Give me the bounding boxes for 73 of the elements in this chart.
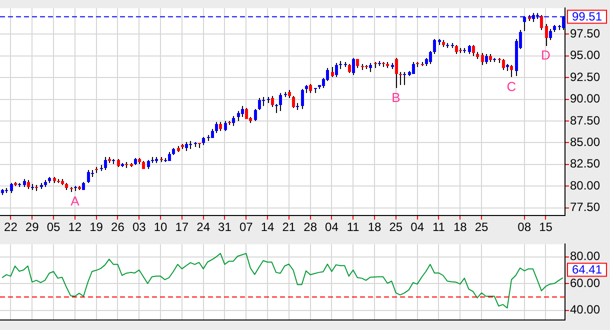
candlestick xyxy=(549,28,552,40)
candlestick xyxy=(241,106,244,118)
x-tick-label: 18 xyxy=(453,220,468,234)
candlestick xyxy=(258,98,261,110)
candlestick xyxy=(485,54,488,64)
candlestick xyxy=(335,62,338,78)
ref-line-label: 99.51 xyxy=(572,10,602,24)
x-tick-label: 29 xyxy=(25,220,40,234)
annotation: C xyxy=(506,78,516,94)
x-tick-label: 22 xyxy=(4,220,18,234)
candlestick xyxy=(403,72,406,86)
candlestick xyxy=(399,72,402,86)
x-tick-label: 31 xyxy=(218,220,232,234)
x-tick-label: 24 xyxy=(196,220,210,234)
y-tick-label: 80.00 xyxy=(570,249,600,264)
annotation: A xyxy=(70,193,80,208)
x-tick-label: 15 xyxy=(539,220,553,234)
y-tick-label: 60.00 xyxy=(570,276,600,290)
annotation: D xyxy=(541,48,550,63)
candlestick xyxy=(301,88,304,110)
candlestick xyxy=(502,58,505,70)
x-tick-label: 25 xyxy=(474,220,489,234)
candlestick xyxy=(433,38,436,54)
candlestick xyxy=(254,108,257,122)
y-tick-label: 80.00 xyxy=(570,178,600,192)
x-tick-label: 25 xyxy=(389,220,403,234)
candlestick xyxy=(331,66,334,78)
x-tick-label: 04 xyxy=(325,220,339,234)
candlestick xyxy=(292,96,295,108)
y-tick-label: 77.50 xyxy=(570,200,600,214)
candlestick xyxy=(104,156,107,170)
candlestick xyxy=(352,58,355,76)
candlestick xyxy=(237,110,240,122)
x-tick-label: 07 xyxy=(239,220,254,234)
y-tick-label: 97.50 xyxy=(570,26,600,41)
y-tick-label: 92.50 xyxy=(570,70,600,84)
annotation: B xyxy=(392,90,400,106)
x-tick-label: 21 xyxy=(282,220,296,234)
candlestick xyxy=(279,92,282,112)
x-tick-label: 11 xyxy=(346,220,360,234)
x-tick-label: 12 xyxy=(68,220,82,234)
x-tick-label: 17 xyxy=(175,220,189,234)
x-tick-label: 19 xyxy=(90,220,104,234)
candlestick xyxy=(224,120,227,132)
candlestick xyxy=(429,50,432,64)
candlestick xyxy=(395,58,398,88)
y-tick-label: 40.00 xyxy=(570,302,600,317)
x-tick-label: 04 xyxy=(410,220,424,234)
y-tick-label: 82.50 xyxy=(570,156,600,171)
candlestick xyxy=(10,182,13,194)
candlestick xyxy=(545,24,548,46)
candlestick xyxy=(481,52,484,66)
candlestick xyxy=(271,96,274,108)
x-tick-label: 08 xyxy=(518,220,532,234)
x-tick-label: 26 xyxy=(111,220,125,234)
x-tick-label: 14 xyxy=(260,220,275,234)
candlestick xyxy=(215,122,218,134)
x-tick-label: 10 xyxy=(154,220,168,234)
y-tick-label: 95.00 xyxy=(570,48,600,62)
x-tick-label: 28 xyxy=(304,220,318,234)
candlestick xyxy=(540,14,543,30)
x-tick-label: 05 xyxy=(46,220,60,234)
candlestick xyxy=(472,44,475,56)
x-tick-label: 11 xyxy=(432,220,446,234)
y-tick-label: 87.50 xyxy=(570,113,600,128)
text: 64.41 xyxy=(572,262,602,277)
candlestick xyxy=(510,64,513,78)
y-tick-label: 85.00 xyxy=(570,135,600,150)
candlestick xyxy=(87,170,90,184)
x-tick-label: 03 xyxy=(132,220,146,234)
x-tick-label: 18 xyxy=(368,220,382,234)
y-tick-label: 90.00 xyxy=(570,92,600,106)
candlestick xyxy=(232,116,235,126)
